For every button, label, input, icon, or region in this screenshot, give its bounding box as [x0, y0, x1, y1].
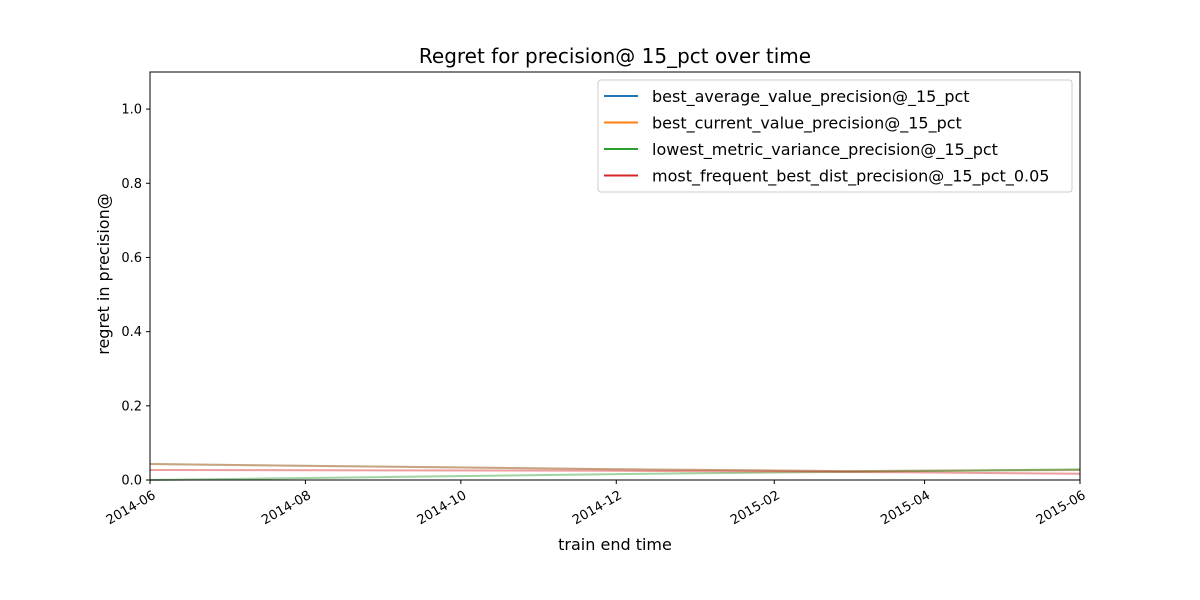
- y-axis: 0.0 0.2 0.4 0.6 0.8 1.0: [121, 103, 150, 489]
- legend: best_average_value_precision@_15_pctbest…: [597, 79, 1073, 193]
- chart-title: Regret for precision@ 15_pct over time: [419, 44, 811, 68]
- legend-box: [597, 79, 1073, 193]
- y-tick-label: 0.8: [121, 177, 142, 192]
- y-tick-label: 0.0: [121, 474, 142, 489]
- x-axis-title: train end time: [558, 535, 672, 554]
- legend-label-2: best_current_value_precision@_15_pct: [652, 114, 962, 134]
- y-tick-label: 0.6: [121, 251, 142, 266]
- y-tick-label: 0.4: [121, 325, 142, 340]
- plot-frame: [149, 71, 1081, 481]
- series-line-4: [149, 468, 1081, 475]
- y-tick-label: 0.2: [121, 399, 142, 414]
- series-layer: [149, 463, 1081, 481]
- series-line-1: [149, 463, 1081, 473]
- legend-label-4: most_frequent_best_dist_precision@_15_pc…: [652, 167, 1049, 187]
- y-tick-label: 1.0: [121, 103, 142, 118]
- series-line-3: [149, 468, 1081, 481]
- series-line-2: [149, 463, 1081, 473]
- y-axis-title: regret in precision@: [94, 193, 113, 355]
- legend-label-1: best_average_value_precision@_15_pct: [652, 87, 970, 107]
- legend-label-3: lowest_metric_variance_precision@_15_pct: [652, 140, 998, 160]
